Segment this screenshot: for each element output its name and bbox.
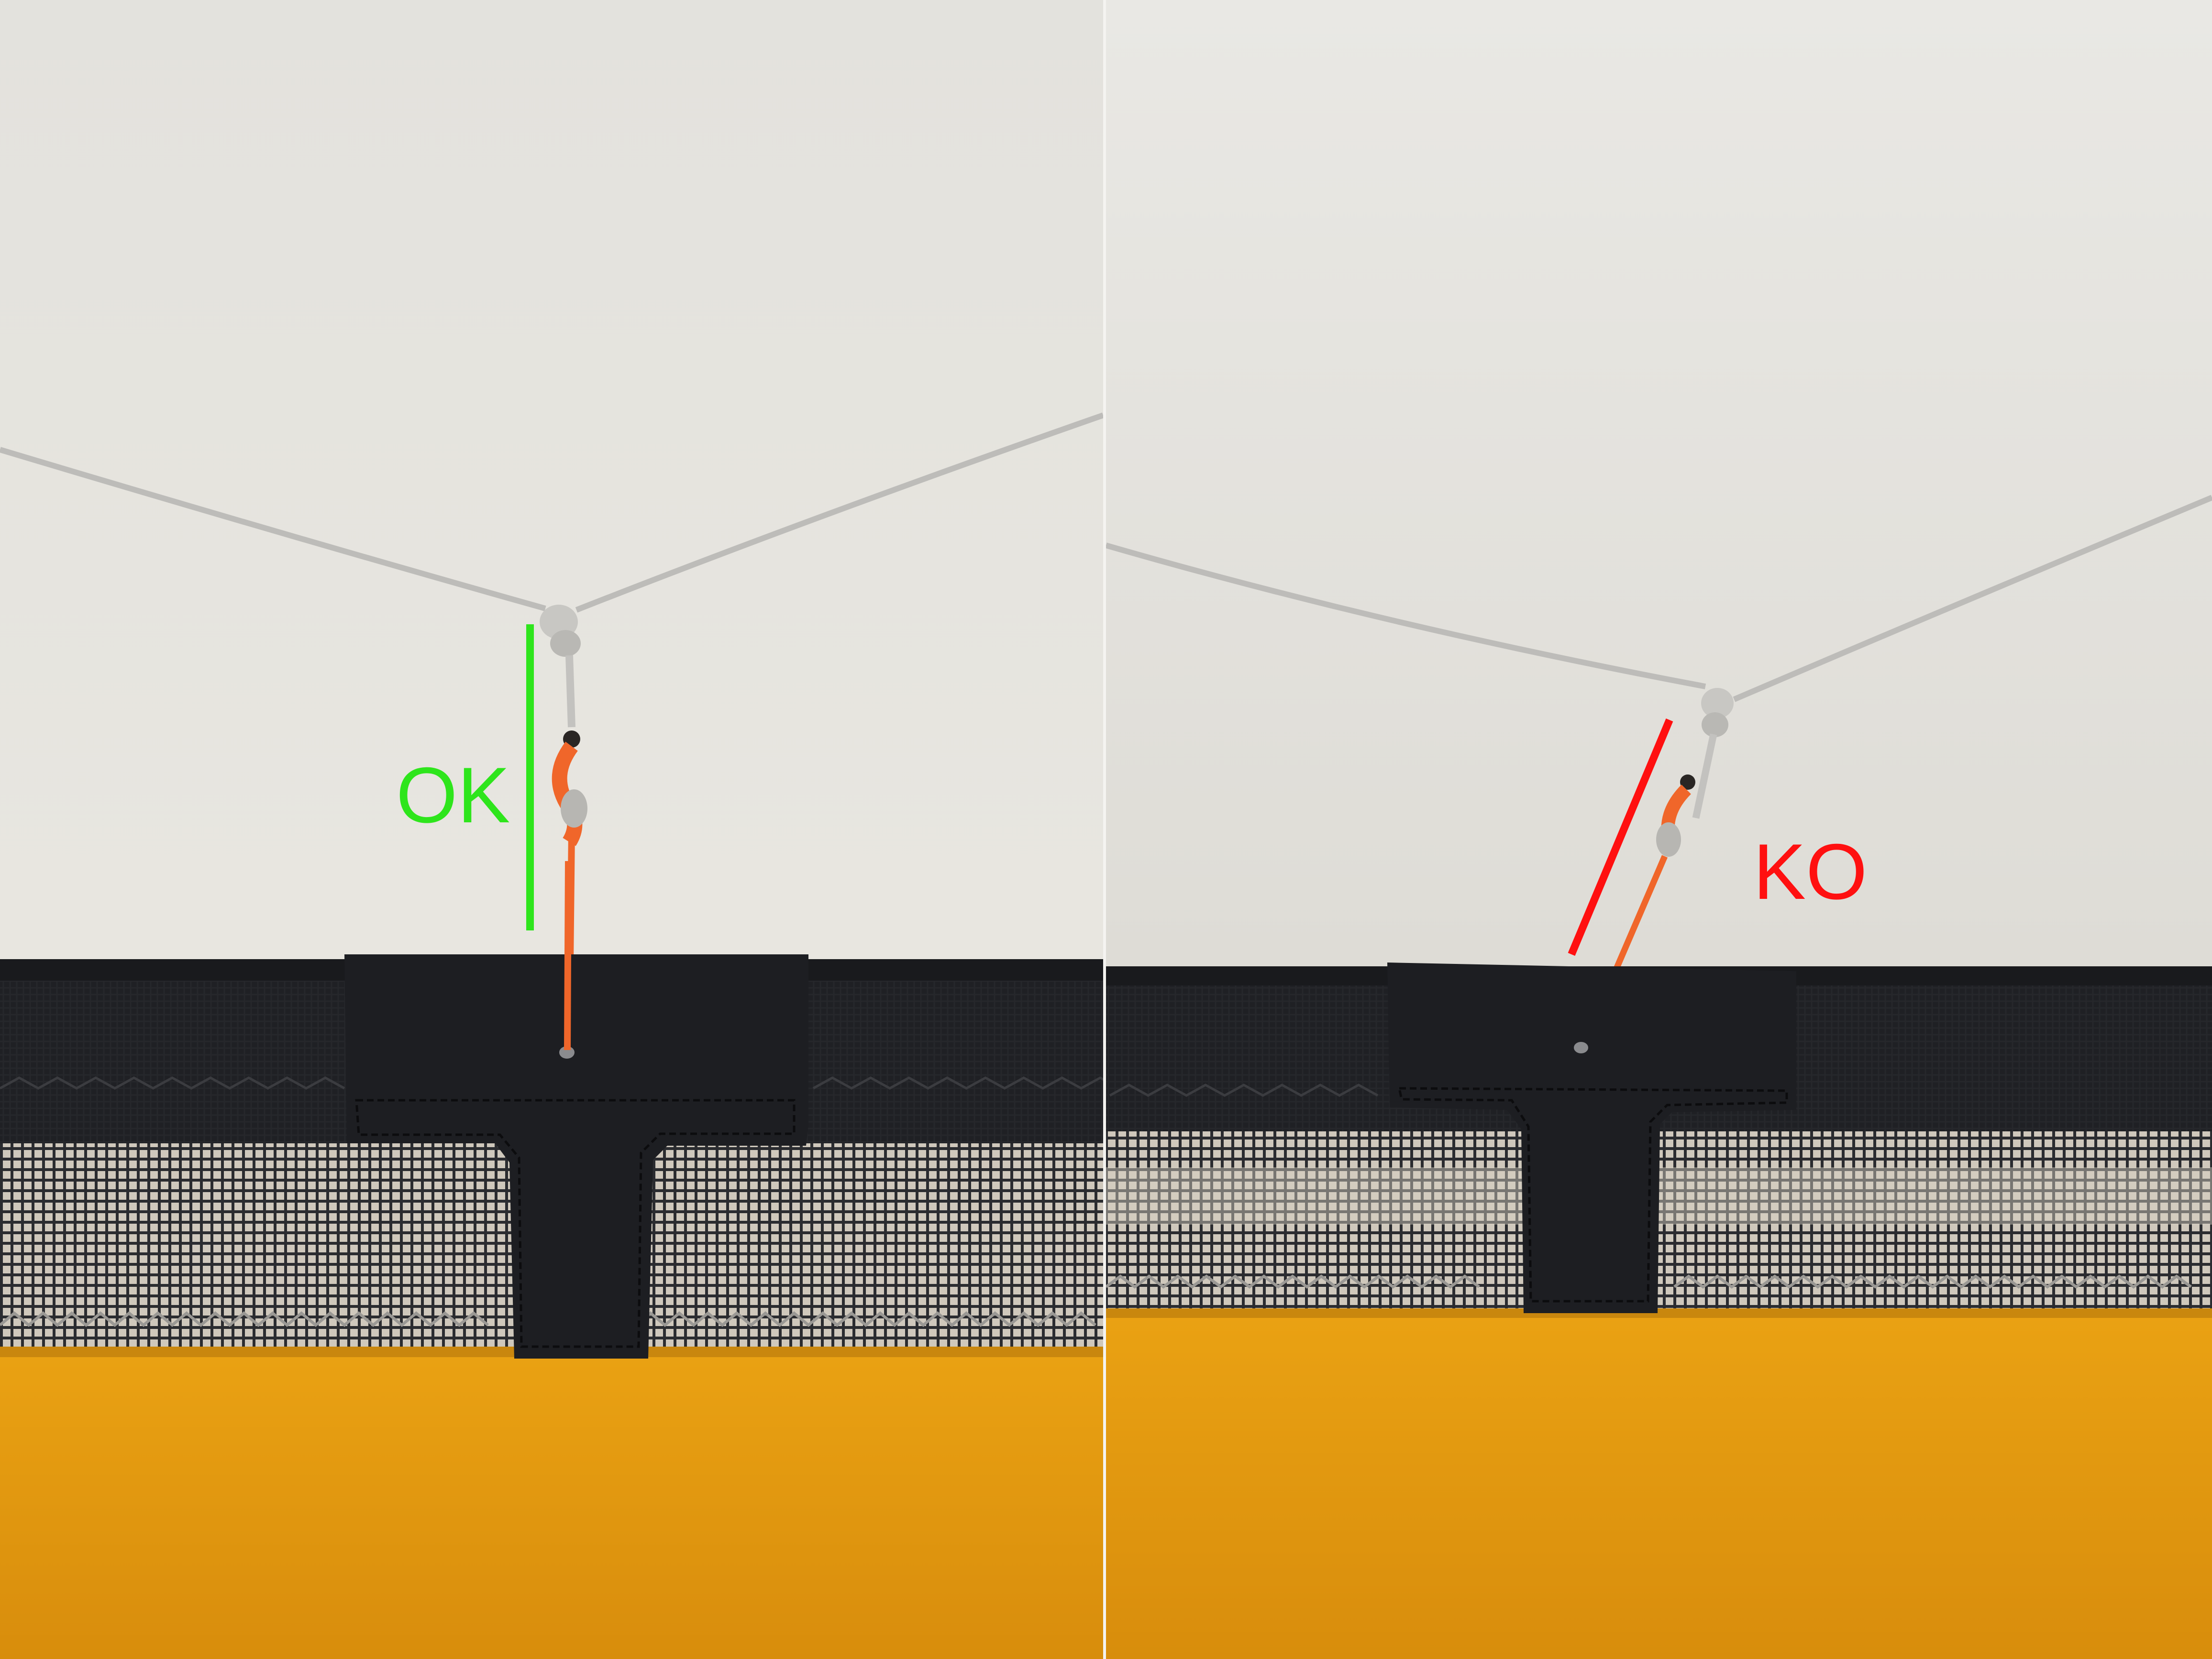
guyline-right	[575, 412, 1103, 613]
guyline-right	[1733, 495, 2212, 702]
tent-floor	[0, 1347, 1103, 1659]
guyline-left	[1106, 542, 1706, 689]
knot	[1692, 688, 1734, 819]
wall	[0, 0, 1103, 962]
verdict-label-ko: KO	[1753, 828, 1868, 916]
ko-marker-line	[1568, 718, 1673, 956]
verdict-label-ok: OK	[396, 751, 510, 839]
panel-ok-photo	[0, 0, 1103, 1659]
t-patch	[1387, 962, 1796, 1313]
panel-divider	[1103, 0, 1106, 1659]
wall	[1106, 0, 2212, 971]
tent-floor	[1106, 1308, 2212, 1659]
grommet	[1574, 1042, 1588, 1053]
knot	[540, 605, 581, 728]
guyline-left	[0, 447, 546, 611]
t-patch	[344, 954, 808, 1359]
panel-ko-photo	[1106, 0, 2212, 1659]
